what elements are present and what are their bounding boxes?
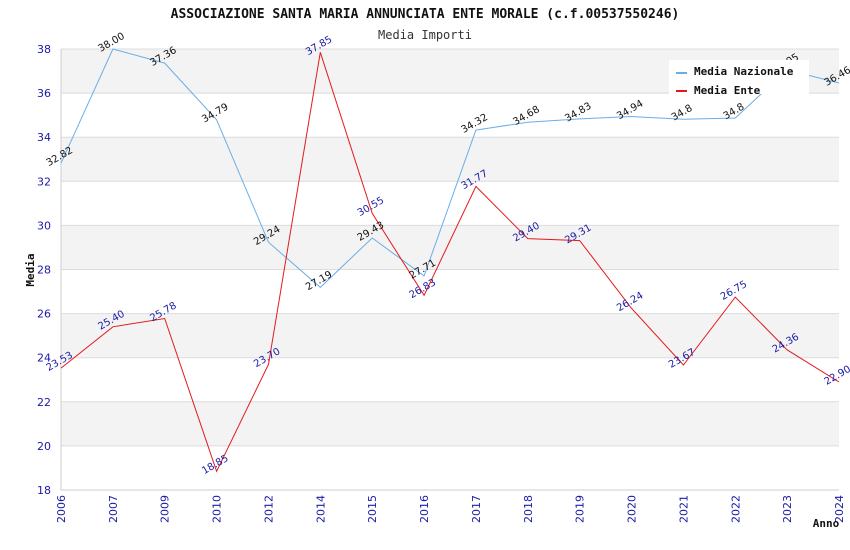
x-tick-label: 2014 [314,495,327,523]
x-tick-label: 2006 [55,495,68,523]
x-tick-label: 2016 [418,495,431,523]
data-label: 27.19 [304,269,334,293]
y-axis-ticks: 18 20 22 24 26 28 30 32 34 36 38 [37,43,51,497]
x-tick-label: 2022 [729,495,742,523]
data-label: 26.24 [615,290,645,314]
y-tick-label: 32 [37,175,51,188]
x-tick-label: 2017 [470,495,483,523]
x-tick-label: 2023 [781,495,794,523]
x-axis-label: Anno [813,517,840,530]
chart-title: ASSOCIAZIONE SANTA MARIA ANNUNCIATA ENTE… [171,7,680,22]
x-tick-label: 2020 [626,495,639,523]
legend-label-ente: Media Ente [694,84,761,97]
x-tick-label: 2007 [107,495,120,523]
y-tick-label: 34 [37,131,51,144]
data-label: 30.55 [356,195,386,219]
x-tick-label: 2018 [522,495,535,523]
plot-band [61,225,839,270]
y-tick-label: 18 [37,484,51,497]
data-label: 34.83 [563,101,593,125]
y-tick-label: 38 [37,43,51,56]
plot-bands [61,49,839,446]
x-tick-label: 2009 [159,495,172,523]
series-line-ente [60,52,840,473]
legend: Media Nazionale Media Ente [669,60,809,97]
y-tick-label: 22 [37,396,51,409]
x-tick-label: 2024 [833,495,846,523]
data-label: 34.8 [722,102,747,123]
series-line-nazionale [60,48,840,289]
data-label: 34.79 [200,102,230,126]
series-group [60,48,840,473]
x-tick-label: 2021 [677,495,690,523]
legend-label-nazionale: Media Nazionale [694,65,794,78]
x-tick-label: 2010 [211,495,224,523]
y-tick-label: 30 [37,219,51,232]
chart-subtitle: Media Importi [378,28,472,42]
y-tick-label: 36 [37,87,51,100]
y-axis-label: Media [24,253,37,286]
plot-band [61,401,839,446]
data-label: 34.68 [511,104,541,128]
x-tick-label: 2012 [262,495,275,523]
data-label: 22.90 [823,364,850,388]
x-tick-label: 2015 [366,495,379,523]
y-tick-label: 24 [37,352,51,365]
y-tick-label: 26 [37,308,51,321]
y-tick-label: 28 [37,264,51,277]
plot-band [61,137,839,182]
data-label: 34.8 [670,103,695,124]
x-tick-label: 2019 [574,495,587,523]
legend-box [669,60,809,94]
data-label: 34.94 [615,98,645,122]
y-tick-label: 20 [37,440,51,453]
plot-band [61,313,839,358]
data-label: 18.85 [200,453,230,477]
x-axis-ticks: 2006 2007 2009 2010 2012 2014 2015 2016 2017 2018… [55,495,846,523]
